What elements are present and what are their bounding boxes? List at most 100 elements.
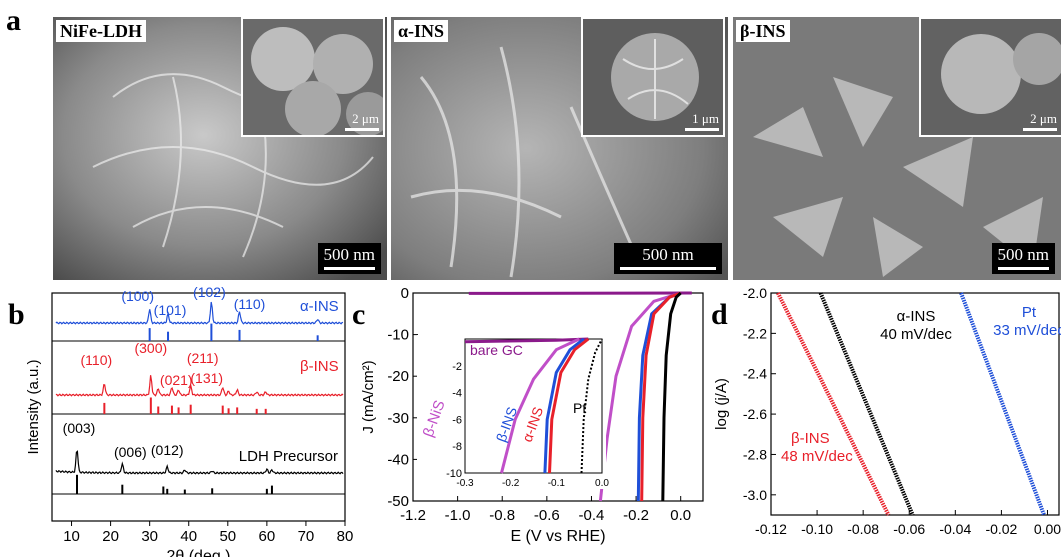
plot-frame xyxy=(51,292,346,522)
peak-label: (300) xyxy=(134,340,167,356)
xrd-chart: 10 20 30 40 50 60 70 80 2θ (deg.) Intensity (a.u.… xyxy=(25,284,354,557)
peak-label: (211) xyxy=(187,350,219,366)
series-label: LDH Precursor xyxy=(239,448,338,465)
sem-inset: 2 μm xyxy=(919,17,1061,137)
scale-bar-line xyxy=(997,267,1049,270)
peak-label: (110) xyxy=(81,352,113,368)
x-tick-label: -0.12 xyxy=(755,521,787,537)
polarization-chart: -1.2 -1.0 -0.8 -0.6 -0.4 -0.2 0.00-10-20-30-40… xyxy=(360,285,704,545)
scale-bar: 500 nm xyxy=(991,243,1055,274)
y-tick-label: -2.0 xyxy=(743,285,767,301)
scale-bar-label: 500 nm xyxy=(997,245,1049,264)
sem-label: α-INS xyxy=(394,20,449,42)
inset-curve-label: bare GC xyxy=(470,342,523,358)
y-tick-label: -10 xyxy=(387,327,409,344)
scale-bar: 500 nm xyxy=(317,243,381,274)
y-axis-label: J (mA/cm²) xyxy=(360,360,377,433)
x-tick-label: -0.8 xyxy=(489,507,515,524)
inset-scale-label: 2 μm xyxy=(1030,111,1057,126)
series-label: Pt xyxy=(1022,304,1037,321)
x-tick-label: 50 xyxy=(219,528,236,545)
x-tick-label: -0.10 xyxy=(801,521,833,537)
curve-4 xyxy=(661,291,682,502)
sem-image-alpha-ins: α-INS 1 μm 500 nm xyxy=(391,17,728,280)
y-tick-label: -20 xyxy=(387,368,409,385)
inset-curve-2 xyxy=(543,337,585,474)
tafel-line-2 xyxy=(959,292,1046,516)
scale-bar-line xyxy=(323,267,375,270)
series-label: β-INS xyxy=(791,430,830,447)
scale-bar: 500 nm xyxy=(614,243,722,274)
peak-label: (021) xyxy=(160,372,193,388)
y-tick-label: -2.6 xyxy=(743,406,767,422)
y-tick-label: -2.8 xyxy=(743,446,767,462)
curve-3 xyxy=(640,291,682,502)
inset-y-tick-label: -6 xyxy=(452,414,462,426)
sem-image-beta-ins: β-INS 2 μm 500 nm xyxy=(733,17,1061,280)
series-label: α-INS xyxy=(897,308,936,325)
plot-frame xyxy=(770,292,1060,516)
panel-b-letter: b xyxy=(8,298,25,331)
slope-label: 48 mV/dec xyxy=(781,448,853,465)
inset-frame xyxy=(464,338,603,474)
x-tick-label: -1.2 xyxy=(400,507,426,524)
x-tick-label: 70 xyxy=(298,528,315,545)
sem-inset: 2 μm xyxy=(241,17,385,137)
inset-curve-1 xyxy=(500,337,580,474)
x-tick-label: -0.6 xyxy=(534,507,560,524)
y-tick-label: -3.0 xyxy=(743,487,767,503)
x-tick-label: -0.2 xyxy=(623,507,649,524)
y-axis-label: Intensity (a.u.) xyxy=(25,359,42,454)
x-tick-label: -0.4 xyxy=(579,507,605,524)
panel-c-letter: c xyxy=(352,298,366,331)
peak-label: (102) xyxy=(193,284,226,300)
inset-scale-bar xyxy=(1023,128,1057,131)
xrd-pattern-1 xyxy=(55,375,344,397)
panel-a-letter: a xyxy=(6,4,21,37)
scale-bar-line xyxy=(620,267,716,270)
scale-bar-label: 500 nm xyxy=(323,245,375,264)
y-axis-label: log (j/A) xyxy=(713,378,730,430)
panel-d-letter: d xyxy=(711,298,728,331)
tafel-line-1 xyxy=(818,292,915,516)
peak-label: (012) xyxy=(151,442,184,458)
scale-bar-label: 500 nm xyxy=(642,245,694,264)
x-tick-label: -0.06 xyxy=(893,521,925,537)
peak-label: (101) xyxy=(154,302,187,318)
inset-curve-label: Pt xyxy=(573,400,586,416)
xrd-pattern-2 xyxy=(55,450,344,475)
x-tick-label: 30 xyxy=(141,528,158,545)
inset-x-tick-label: -0.1 xyxy=(548,478,566,489)
slope-label: 33 mV/dec xyxy=(993,322,1061,339)
sem-image-nife-ldh: NiFe-LDH 2 μm 500 nm xyxy=(53,17,387,280)
peak-label: (100) xyxy=(121,288,154,304)
y-tick-label: -2.4 xyxy=(743,366,767,382)
peak-label: (131) xyxy=(190,370,223,386)
x-tick-label: 0.00 xyxy=(1034,521,1061,537)
series-label: β-INS xyxy=(300,358,339,375)
x-tick-label: 0.0 xyxy=(670,507,691,524)
inset-curve-3 xyxy=(548,337,590,474)
y-tick-label: -40 xyxy=(387,451,409,468)
inset-y-tick-label: -8 xyxy=(452,441,462,453)
inset-x-tick-label: 0.0 xyxy=(595,478,609,489)
y-tick-label: -50 xyxy=(387,493,409,510)
x-tick-label: -0.08 xyxy=(847,521,879,537)
y-tick-label: -2.2 xyxy=(743,325,767,341)
x-tick-label: 80 xyxy=(337,528,354,545)
inset-scale-bar xyxy=(345,128,379,131)
sem-inset: 1 μm xyxy=(581,17,725,137)
x-tick-label: 60 xyxy=(259,528,276,545)
x-axis-label: 2θ (deg.) xyxy=(166,548,230,557)
tafel-chart: -0.12 -0.10 -0.08 -0.06 -0.04 -0.02 0.00 -2.0 -2… xyxy=(713,285,1061,537)
x-axis-label: E (V vs RHE) xyxy=(510,528,605,545)
slope-label: 40 mV/dec xyxy=(880,326,952,343)
inset-y-tick-label: -2 xyxy=(452,361,462,373)
x-tick-label: -0.04 xyxy=(939,521,971,537)
inset-scale-bar xyxy=(685,128,719,131)
inset-y-tick-label: -10 xyxy=(446,468,462,480)
inset-x-tick-label: -0.2 xyxy=(502,478,520,489)
x-tick-label: 40 xyxy=(180,528,197,545)
x-tick-label: 20 xyxy=(102,528,119,545)
peak-label: (006) xyxy=(114,444,147,460)
